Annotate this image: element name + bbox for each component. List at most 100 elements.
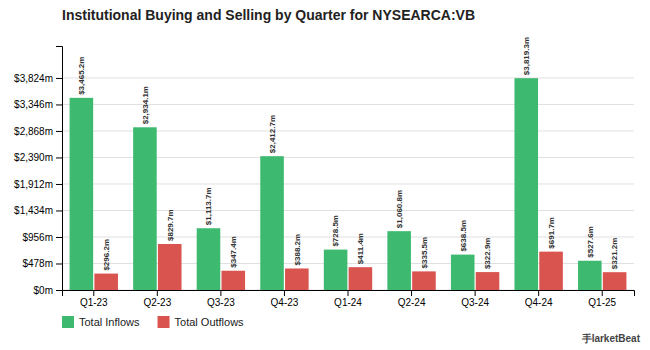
bar — [476, 272, 500, 290]
y-tick-label: $3,346m — [14, 99, 53, 110]
x-tick: Q2-24 — [398, 290, 426, 308]
y-tick-mark — [56, 210, 62, 211]
bar — [451, 255, 475, 290]
x-tick-mark — [220, 290, 221, 296]
legend-label: Total Outflows — [175, 316, 245, 328]
x-tick: Q3-23 — [207, 290, 235, 308]
y-tick: $2,390m — [14, 152, 62, 163]
grid-line — [62, 77, 634, 78]
y-tick: $0m — [34, 285, 62, 296]
legend-swatch — [62, 316, 74, 328]
data-labels: $3,465.2m $2,934.1m $1,113.7m $2,412.7m $728… — [77, 37, 619, 271]
y-tick: $2,868m — [14, 126, 62, 137]
y-tick-mark — [56, 237, 62, 238]
y-tick: $1,434m — [14, 205, 62, 216]
data-label: $296.2m — [102, 239, 111, 271]
y-tick-mark — [56, 104, 62, 105]
data-label: $347.4m — [229, 236, 238, 268]
x-tick: Q3-24 — [461, 290, 489, 308]
data-label: $411.4m — [356, 233, 365, 264]
bar — [349, 267, 373, 290]
y-tick: $956m — [22, 232, 62, 243]
x-tick-label: Q4-24 — [525, 297, 553, 308]
y-tick-mark — [56, 157, 62, 158]
x-axis: Q1-23 Q2-23 Q3-23 Q4-23 Q1-24 Q2-24 Q3-24 Q4-24… — [63, 290, 635, 308]
bar — [222, 271, 246, 290]
data-label: $2,934.1m — [141, 86, 150, 124]
y-axis: $0m $478m $956m $1,434m $1,912m $2,390m $2,868… — [14, 47, 62, 296]
series — [70, 78, 602, 290]
data-label: $691.7m — [547, 217, 556, 249]
x-tick-mark — [348, 290, 349, 296]
y-tick-label: $0m — [34, 285, 53, 296]
y-tick-mark — [56, 184, 62, 185]
y-axis-line — [56, 47, 63, 291]
x-tick-mark — [284, 290, 285, 296]
bar — [387, 231, 411, 290]
data-label: $3,465.2m — [77, 57, 86, 95]
x-tick-mark — [157, 290, 158, 296]
data-label: $2,412.7m — [268, 115, 277, 153]
legend: Total Inflows Total Outflows — [62, 316, 244, 328]
data-label: $1,113.7m — [204, 187, 213, 225]
bar — [70, 98, 94, 290]
data-label: $321.2m — [610, 238, 619, 270]
x-tick-label: Q1-24 — [334, 297, 362, 308]
x-tick: Q1-24 — [334, 290, 362, 308]
y-tick-label: $478m — [22, 258, 53, 269]
annotation: ⼿larketBeat — [581, 333, 641, 344]
bar — [514, 78, 538, 290]
grid — [62, 78, 634, 290]
y-tick-label: $2,390m — [14, 152, 53, 163]
bars — [70, 78, 627, 290]
data-label: $3,819.3m — [522, 37, 531, 75]
y-tick-label: $956m — [22, 232, 53, 243]
bar — [94, 274, 118, 290]
legend-label: Total Inflows — [79, 316, 140, 328]
bar — [285, 268, 309, 290]
x-tick: Q1-25 — [588, 290, 616, 308]
bar — [412, 271, 436, 290]
y-tick-mark — [56, 78, 62, 79]
y-tick: $1,912m — [14, 179, 62, 190]
x-tick: Q2-23 — [143, 290, 171, 308]
y-tick: $3,346m — [14, 99, 62, 110]
bar — [603, 272, 627, 290]
x-tick-label: Q3-24 — [461, 297, 489, 308]
data-label: $335.5m — [420, 237, 429, 269]
x-tick-label: Q3-23 — [207, 297, 235, 308]
data-label: $322.9m — [483, 237, 492, 269]
data-label: $1,060.8m — [395, 190, 404, 228]
x-axis-line — [63, 291, 635, 297]
bar — [260, 156, 284, 290]
x-tick-mark — [93, 290, 94, 296]
y-tick-label: $1,434m — [14, 205, 53, 216]
data-label: $829.7m — [166, 209, 175, 241]
x-tick-mark — [411, 290, 412, 296]
x-tick-mark — [538, 290, 539, 296]
y-tick-label: $2,868m — [14, 126, 53, 137]
chart: $0m $478m $956m $1,434m $1,912m $2,390m $2,868… — [0, 0, 650, 350]
bar — [539, 252, 563, 290]
x-tick: Q1-23 — [80, 290, 108, 308]
x-tick-mark — [475, 290, 476, 296]
legend-item: Total Inflows — [62, 316, 140, 328]
y-tick-mark — [56, 131, 62, 132]
bar — [578, 261, 602, 290]
data-label: $728.5m — [331, 215, 340, 247]
legend-swatch — [158, 316, 170, 328]
y-tick-label: $3,824m — [14, 73, 53, 84]
y-tick: $478m — [22, 258, 62, 269]
legend-item: Total Outflows — [158, 316, 245, 328]
y-tick-mark — [56, 263, 62, 264]
x-tick-label: Q1-23 — [80, 297, 108, 308]
x-tick-label: Q4-23 — [271, 297, 299, 308]
data-label: $527.6m — [586, 226, 595, 258]
data-label: $388.2m — [293, 234, 302, 266]
y-tick-label: $1,912m — [14, 179, 53, 190]
y-tick-mark — [56, 290, 62, 291]
bar — [158, 244, 182, 290]
bar — [324, 250, 348, 290]
bar — [197, 228, 221, 290]
title: Institutional Buying and Selling by Quar… — [62, 7, 475, 23]
